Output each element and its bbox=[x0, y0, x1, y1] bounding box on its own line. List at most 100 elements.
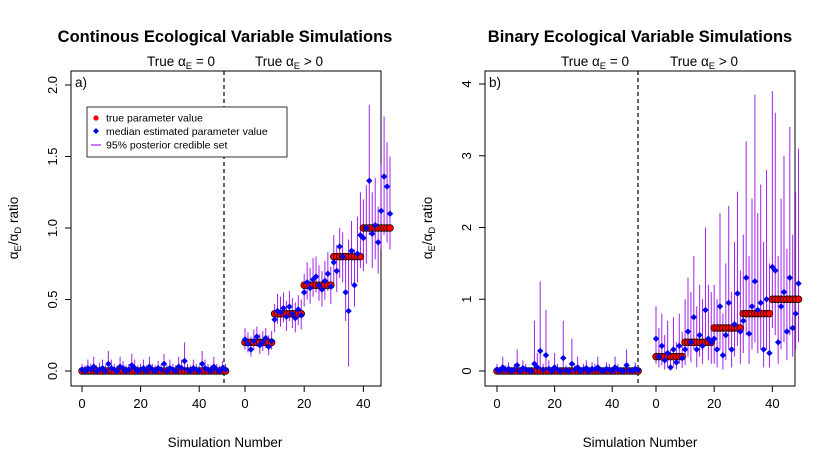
median-point bbox=[383, 183, 391, 190]
y-tick-label: 1.5 bbox=[45, 147, 60, 165]
median-point bbox=[693, 346, 700, 353]
median-point bbox=[763, 296, 770, 303]
y-tick-label: 2.0 bbox=[45, 76, 60, 94]
median-point bbox=[321, 277, 329, 285]
median-point bbox=[742, 274, 750, 281]
median-point bbox=[247, 346, 255, 353]
median-point bbox=[262, 334, 269, 342]
median-point bbox=[271, 316, 278, 323]
median-point bbox=[777, 303, 785, 310]
median-point bbox=[336, 243, 343, 250]
true-value-point bbox=[386, 224, 394, 232]
x-tick-label: 0 bbox=[493, 396, 500, 411]
median-point bbox=[611, 364, 619, 371]
panel-a-region-left-label: True αE = 0 bbox=[147, 54, 215, 72]
median-point bbox=[198, 360, 206, 368]
median-point bbox=[324, 270, 332, 277]
panel-a-region-right-label: True αE > 0 bbox=[255, 54, 323, 72]
panel-a-x-axis: 0 20 40 0 20 40 bbox=[78, 386, 371, 411]
median-point bbox=[531, 360, 538, 368]
median-point bbox=[519, 364, 527, 372]
panel-a-y-axis-label: αE/αD ratio bbox=[6, 197, 24, 260]
legend-true-label: true parameter value bbox=[106, 113, 203, 125]
median-point bbox=[372, 221, 379, 229]
panel-b-y-axis-label: αE/αD ratio bbox=[420, 197, 438, 260]
y-tick-label: 1 bbox=[459, 296, 474, 303]
median-point bbox=[684, 328, 692, 335]
y-tick-label: 0.5 bbox=[45, 290, 60, 308]
panel-a-true-values bbox=[78, 224, 394, 375]
median-point bbox=[253, 333, 261, 340]
median-point bbox=[757, 299, 764, 307]
median-point bbox=[327, 283, 335, 290]
median-point bbox=[354, 250, 361, 257]
median-point bbox=[751, 278, 759, 285]
panel-b-title: Binary Ecological Variable Simulations bbox=[488, 28, 792, 46]
median-point bbox=[160, 360, 168, 368]
median-point bbox=[673, 359, 680, 366]
median-point bbox=[244, 340, 252, 348]
x-tick-label: 20 bbox=[297, 396, 311, 411]
median-point bbox=[513, 362, 521, 369]
median-point bbox=[315, 282, 323, 289]
median-point bbox=[300, 289, 308, 296]
panel-a-title: Continous Ecological Variable Simulation… bbox=[58, 28, 393, 46]
median-point bbox=[128, 362, 136, 369]
median-point bbox=[113, 367, 121, 375]
median-point bbox=[734, 290, 741, 297]
median-point bbox=[277, 309, 284, 316]
median-point bbox=[795, 280, 802, 287]
median-point bbox=[286, 303, 293, 310]
median-point bbox=[380, 173, 388, 180]
y-tick-label: 4 bbox=[459, 80, 474, 87]
y-tick-label: 2 bbox=[459, 224, 474, 231]
x-tick-label: 40 bbox=[765, 396, 779, 411]
median-point bbox=[222, 366, 229, 373]
panel-b-median-estimates bbox=[493, 263, 802, 375]
median-point bbox=[196, 367, 203, 375]
median-point bbox=[731, 321, 738, 328]
median-point bbox=[318, 286, 326, 293]
median-point bbox=[623, 362, 630, 369]
panel-b-credible-intervals bbox=[496, 91, 800, 371]
panel-b-label: b) bbox=[489, 75, 501, 90]
median-point bbox=[661, 357, 668, 364]
median-point bbox=[606, 366, 613, 373]
median-point bbox=[557, 367, 564, 375]
x-tick-label: 20 bbox=[707, 396, 721, 411]
x-tick-label: 0 bbox=[241, 396, 248, 411]
median-point bbox=[265, 343, 272, 350]
median-point bbox=[163, 367, 171, 375]
median-point bbox=[609, 367, 616, 375]
median-point bbox=[737, 328, 744, 335]
median-point bbox=[330, 259, 337, 266]
median-point bbox=[786, 274, 794, 281]
x-tick-label: 0 bbox=[652, 396, 659, 411]
median-point bbox=[303, 279, 311, 286]
median-point bbox=[568, 360, 576, 368]
median-point bbox=[600, 367, 607, 375]
x-tick-label: 20 bbox=[133, 396, 147, 411]
median-point bbox=[496, 367, 504, 375]
median-point bbox=[716, 303, 724, 310]
median-point bbox=[710, 335, 718, 342]
median-point bbox=[548, 367, 555, 375]
median-point bbox=[175, 363, 182, 370]
median-point bbox=[664, 349, 671, 357]
median-point bbox=[591, 366, 599, 373]
median-point bbox=[699, 342, 706, 350]
median-point bbox=[687, 339, 695, 346]
panel-a-legend: true parameter value median estimated pa… bbox=[86, 106, 288, 158]
median-point bbox=[268, 337, 275, 345]
median-point bbox=[705, 335, 712, 342]
median-point bbox=[780, 288, 788, 296]
median-point bbox=[187, 367, 194, 375]
true-value-point bbox=[794, 295, 803, 304]
median-point bbox=[772, 267, 779, 274]
median-point bbox=[655, 353, 663, 360]
median-point bbox=[90, 363, 97, 370]
median-point bbox=[377, 207, 385, 215]
legend-median-label: median estimated parameter value bbox=[106, 126, 268, 138]
panel-a-x-axis-label: Simulation Number bbox=[168, 435, 283, 450]
